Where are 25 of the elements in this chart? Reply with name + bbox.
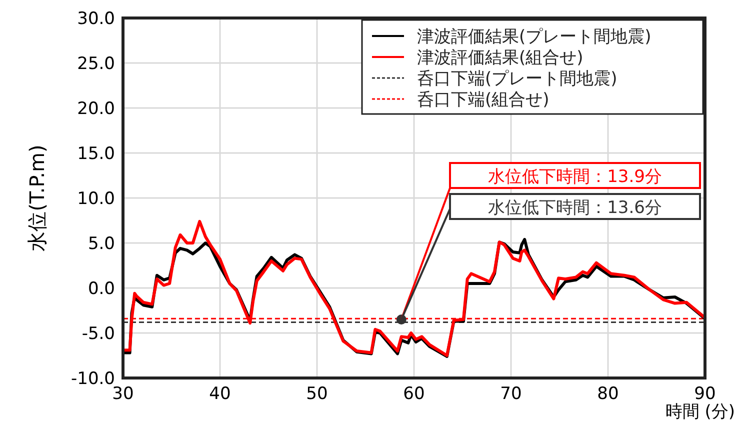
y-tick-label: -10.0 — [71, 369, 115, 389]
legend-label: 津波評価結果(プレート間地震) — [417, 27, 652, 47]
y-tick-label: 0.0 — [88, 279, 115, 299]
x-tick-label: 70 — [500, 384, 522, 404]
y-axis-title: 水位(T.P.m) — [25, 144, 49, 252]
y-tick-label: -5.0 — [82, 324, 115, 344]
annotation: 水位低下時間：13.6分 — [400, 193, 701, 320]
legend-label: 津波評価結果(組合せ) — [417, 48, 584, 68]
y-tick-label: 20.0 — [77, 99, 115, 119]
legend-label: 呑口下端(プレート間地震) — [417, 69, 618, 89]
x-tick-label: 30 — [112, 384, 134, 404]
x-tick-label: 40 — [209, 384, 231, 404]
annotation: 水位低下時間：13.6分 — [488, 198, 662, 218]
x-tick-label: 60 — [403, 384, 425, 404]
y-tick-label: 30.0 — [77, 9, 115, 29]
y-tick-label: 25.0 — [77, 54, 115, 74]
y-tick-label: 5.0 — [88, 234, 115, 254]
x-tick-label: 90 — [694, 384, 716, 404]
y-tick-label: 15.0 — [77, 144, 115, 164]
annotation: 水位低下時間：13.9分 — [488, 167, 662, 187]
x-axis-title: 時間 (分) — [665, 402, 735, 422]
legend-label: 呑口下端(組合せ) — [417, 90, 550, 110]
x-tick-label: 80 — [597, 384, 619, 404]
y-tick-label: 10.0 — [77, 189, 115, 209]
x-tick-label: 50 — [306, 384, 328, 404]
